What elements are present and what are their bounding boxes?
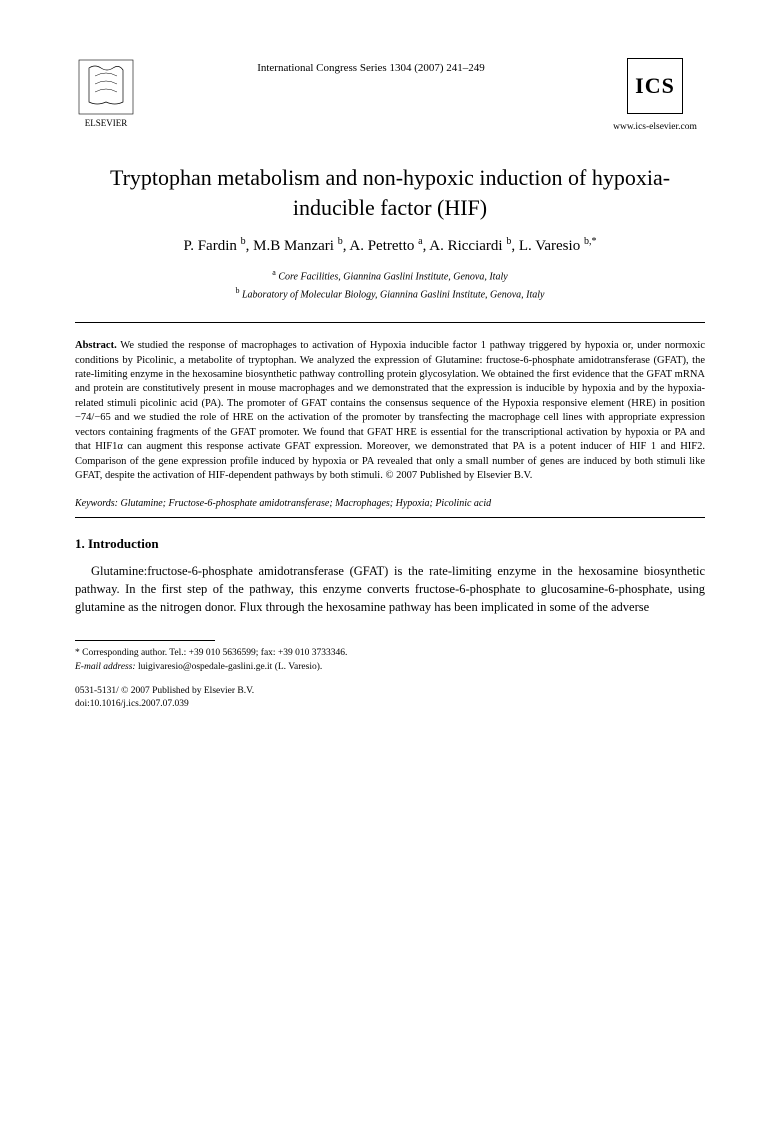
- article-title: Tryptophan metabolism and non-hypoxic in…: [75, 163, 705, 222]
- email-name: (L. Varesio).: [275, 662, 323, 672]
- email-label: E-mail address:: [75, 662, 136, 672]
- affiliation-a: Core Facilities, Giannina Gaslini Instit…: [278, 272, 507, 283]
- ics-logo-block: ICS www.ics-elsevier.com: [605, 58, 705, 132]
- authors-line: P. Fardin b, M.B Manzari b, A. Petretto …: [75, 236, 705, 255]
- publication-info: 0531-5131/ © 2007 Published by Elsevier …: [75, 685, 705, 712]
- section-1-heading: 1. Introduction: [75, 536, 705, 552]
- ics-url: www.ics-elsevier.com: [605, 122, 705, 132]
- keywords-label: Keywords:: [75, 498, 118, 509]
- affiliation-b: Laboratory of Molecular Biology, Giannin…: [242, 289, 544, 300]
- divider-bottom: [75, 517, 705, 518]
- keywords-text: Glutamine; Fructose-6-phosphate amidotra…: [120, 498, 491, 509]
- issn-line: 0531-5131/ © 2007 Published by Elsevier …: [75, 685, 705, 698]
- corresponding-line: * Corresponding author. Tel.: +39 010 56…: [75, 647, 705, 661]
- keywords-block: Keywords: Glutamine; Fructose-6-phosphat…: [75, 498, 705, 509]
- journal-citation: International Congress Series 1304 (2007…: [137, 58, 605, 74]
- elsevier-logo: ELSEVIER: [75, 58, 137, 135]
- doi-line: doi:10.1016/j.ics.2007.07.039: [75, 698, 705, 711]
- section-1-para-1: Glutamine:fructose-6-phosphate amidotran…: [75, 562, 705, 616]
- elsevier-label: ELSEVIER: [85, 118, 128, 128]
- abstract-block: Abstract. We studied the response of mac…: [75, 339, 705, 484]
- email-address: luigivaresio@ospedale-gaslini.ge.it: [138, 662, 272, 672]
- abstract-label: Abstract.: [75, 340, 117, 351]
- footnote-divider: [75, 640, 215, 641]
- corresponding-author-footnote: * Corresponding author. Tel.: +39 010 56…: [75, 647, 705, 675]
- divider-top: [75, 322, 705, 323]
- abstract-text: We studied the response of macrophages t…: [75, 340, 705, 481]
- page-header: ELSEVIER International Congress Series 1…: [75, 58, 705, 135]
- affiliations: a Core Facilities, Giannina Gaslini Inst…: [75, 267, 705, 302]
- ics-logo-icon: ICS: [627, 58, 683, 114]
